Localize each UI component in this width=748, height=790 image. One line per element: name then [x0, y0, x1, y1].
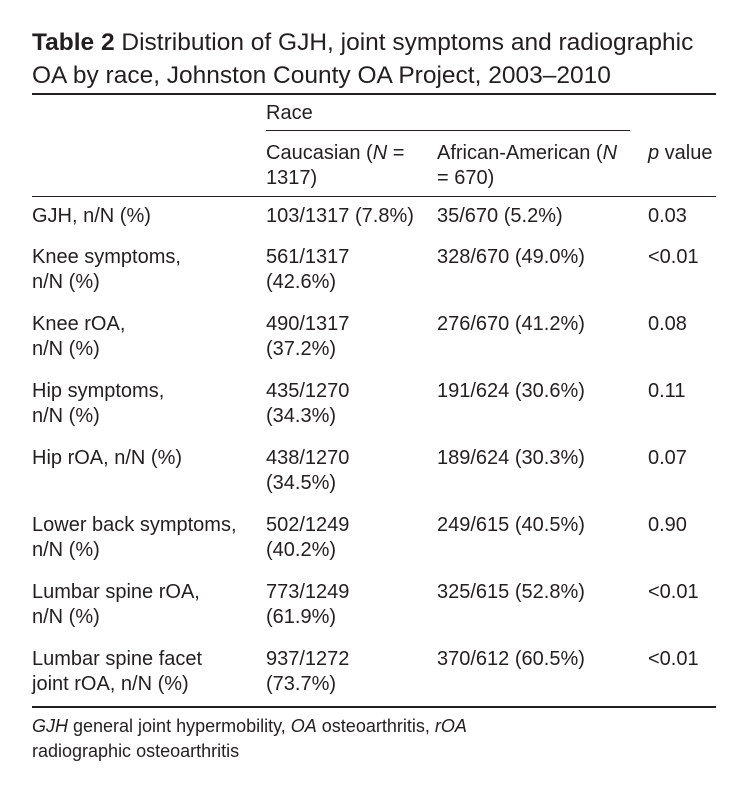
- table-title: Table 2 Distribution of GJH, joint sympt…: [32, 26, 722, 92]
- african-american-cell: 325/615 (52.8%): [437, 581, 585, 603]
- row-label: Knee symptoms, n/N (%): [32, 246, 181, 293]
- p-value-cell: 0.90: [648, 514, 687, 536]
- row-label: Knee rOA, n/N (%): [32, 313, 126, 360]
- header-race: Race: [266, 102, 313, 124]
- row-label: Lumbar spine rOA, n/N (%): [32, 581, 200, 628]
- p-value-cell: <0.01: [648, 581, 699, 603]
- header-p-value: p value: [648, 142, 713, 164]
- p-value-cell: 0.11: [648, 380, 686, 402]
- row-label: Lumbar spine facet joint rOA, n/N (%): [32, 648, 203, 695]
- caucasian-cell: 490/1317 (37.2%): [266, 313, 350, 360]
- african-american-cell: 191/624 (30.6%): [437, 380, 585, 402]
- caucasian-cell: 438/1270 (34.5%): [266, 447, 350, 494]
- row-label: GJH, n/N (%): [32, 205, 151, 227]
- african-american-cell: 189/624 (30.3%): [437, 447, 585, 469]
- p-value-cell: 0.03: [648, 205, 687, 227]
- p-value-cell: 0.07: [648, 447, 687, 469]
- african-american-cell: 249/615 (40.5%): [437, 514, 585, 536]
- african-american-cell: 328/670 (49.0%): [437, 246, 585, 268]
- header-caucasian: Caucasian (N = 1317): [266, 142, 405, 189]
- bottom-rule: [32, 706, 716, 708]
- caucasian-cell: 937/1272 (73.7%): [266, 648, 350, 695]
- african-american-cell: 35/670 (5.2%): [437, 205, 563, 227]
- african-american-cell: 276/670 (41.2%): [437, 313, 585, 335]
- table-footnote: GJH general joint hypermobility, OA oste…: [32, 716, 467, 761]
- african-american-cell: 370/612 (60.5%): [437, 648, 585, 670]
- header-african-american: African-American (N = 670): [437, 142, 618, 189]
- row-label: Lower back symptoms, n/N (%): [32, 514, 237, 561]
- row-label: Hip symptoms, n/N (%): [32, 380, 165, 427]
- caucasian-cell: 773/1249 (61.9%): [266, 581, 350, 628]
- row-label: Hip rOA, n/N (%): [32, 447, 183, 469]
- top-rule: [32, 93, 716, 95]
- table-label: Table 2: [32, 29, 115, 56]
- race-underline: [266, 130, 630, 132]
- caucasian-cell: 103/1317 (7.8%): [266, 205, 414, 227]
- caucasian-cell: 435/1270 (34.3%): [266, 380, 350, 427]
- p-value-cell: 0.08: [648, 313, 687, 335]
- table-caption: Distribution of GJH, joint symptoms and …: [32, 29, 694, 89]
- caucasian-cell: 561/1317 (42.6%): [266, 246, 350, 293]
- p-value-cell: <0.01: [648, 648, 699, 670]
- p-value-cell: <0.01: [648, 246, 699, 268]
- header-rule: [32, 196, 716, 198]
- caucasian-cell: 502/1249 (40.2%): [266, 514, 350, 561]
